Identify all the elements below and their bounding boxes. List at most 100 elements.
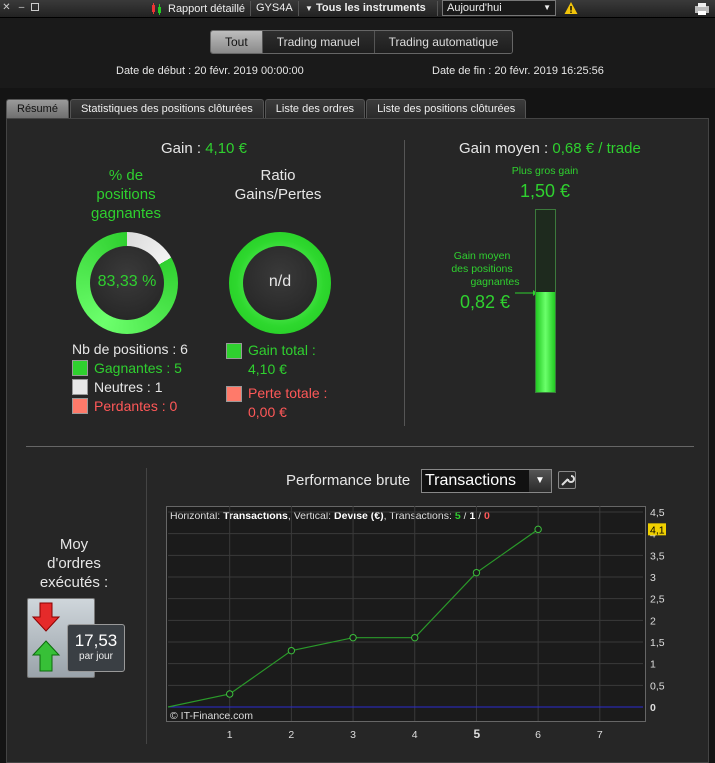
filter-auto-button[interactable]: Trading automatique xyxy=(373,31,513,53)
instruments-dropdown[interactable]: ▼ Tous les instruments xyxy=(305,2,426,14)
win-pct-label-line: positions xyxy=(96,186,156,203)
wrench-icon[interactable] xyxy=(558,471,576,489)
chart-header-part: 5 xyxy=(454,510,461,522)
tab-closed-position-stats[interactable]: Statistiques des positions clôturées xyxy=(69,99,264,119)
start-date-value: 20 févr. 2019 00:00:00 xyxy=(194,65,304,77)
buy-sell-arrows-icon xyxy=(31,602,61,672)
chart-header-part: Transactions xyxy=(223,510,288,522)
ratio-label-line: Gains/Pertes xyxy=(234,186,322,203)
current-value-marker xyxy=(648,523,666,536)
end-date-label: Date de fin : xyxy=(432,65,492,77)
symbol-label[interactable]: GYS4A xyxy=(256,2,293,14)
minimize-icon[interactable]: – xyxy=(18,2,25,13)
win-pct-label: % de positions gagnantes xyxy=(72,166,180,223)
x-tick-label: 3 xyxy=(350,729,356,741)
orders-rate-unit: par jour xyxy=(79,651,113,662)
data-point xyxy=(349,633,357,642)
filter-manual-button[interactable]: Trading manuel xyxy=(261,31,374,53)
total-loss: Perte totale : 0,00 € xyxy=(226,384,327,422)
neutral-line: Neutres : 1 xyxy=(72,379,162,395)
chart-header-part: / xyxy=(460,510,470,522)
candlestick-icon xyxy=(152,3,161,15)
avg-gain-title: Gain moyen : 0,68 € / trade xyxy=(459,140,641,157)
orders-rate-value: 17,53 xyxy=(74,631,118,650)
filter-all-button[interactable]: Tout xyxy=(211,31,262,53)
chevron-down-icon: ▼ xyxy=(529,470,551,492)
y-tick-label: 3,5 xyxy=(650,550,665,562)
chart-header-part: Horizontal: xyxy=(170,510,221,522)
trading-mode-filter: Tout Trading manuel Trading automatique xyxy=(210,30,514,54)
losers-swatch xyxy=(72,398,88,414)
y-tick-label: 0 xyxy=(650,702,656,714)
total-gain-value: 4,10 € xyxy=(248,361,287,377)
ratio-donut: n/d xyxy=(229,232,331,334)
winners-line: Gagnantes : 5 xyxy=(72,360,182,376)
total-loss-text: Perte totale : 0,00 € xyxy=(248,384,327,422)
avg-orders-label: Moy d'ordres exécutés : xyxy=(26,535,122,592)
nb-positions-label: Nb de positions : 6 xyxy=(72,341,188,357)
gain-title: Gain : 4,10 € xyxy=(161,140,247,157)
biggest-gain-label: Plus gros gain xyxy=(511,165,579,177)
chevron-down-icon: ▼ xyxy=(543,3,551,12)
data-point xyxy=(225,690,234,698)
dropdown-arrow-icon: ▼ xyxy=(305,4,313,13)
y-tick-label: 1 xyxy=(650,659,656,671)
x-tick-label: 1 xyxy=(227,729,233,741)
nb-positions: Nb de positions : 6 xyxy=(72,341,188,357)
gain-gauge-fill xyxy=(536,292,555,392)
avg-winning-label-line: Gain moyen xyxy=(453,250,511,262)
y-tick-label: 3 xyxy=(650,572,656,584)
avg-winning-label-line: des positions xyxy=(451,263,513,275)
neutral-label: Neutres : 1 xyxy=(94,379,163,395)
performance-select[interactable]: Transactions ▼ xyxy=(421,469,552,493)
maximize-icon[interactable] xyxy=(31,3,39,11)
print-icon[interactable] xyxy=(693,2,711,16)
performance-chart xyxy=(166,506,646,722)
tab-summary[interactable]: Résumé xyxy=(6,99,69,119)
winners-swatch xyxy=(72,360,88,376)
chart-header-part: Devise (€) xyxy=(334,510,384,522)
chart-header-part: , Transactions: xyxy=(383,510,452,522)
chart-header-part: 0 xyxy=(484,510,490,522)
neutral-swatch xyxy=(72,379,88,395)
losers-label: Perdantes : 0 xyxy=(94,398,178,414)
y-tick-label: 4,5 xyxy=(650,507,665,519)
tab-closed-position-list[interactable]: Liste des positions clôturées xyxy=(366,99,527,119)
start-date-label: Date de début : xyxy=(116,65,192,77)
data-point xyxy=(287,646,296,655)
gain-gauge xyxy=(535,209,556,393)
donut-center: n/d xyxy=(243,246,317,320)
total-loss-swatch xyxy=(226,386,242,402)
warning-icon[interactable] xyxy=(564,1,578,15)
total-loss-label: Perte totale : xyxy=(248,385,328,401)
chart-header-part: 1 xyxy=(469,510,476,522)
x-tick-label: 5 xyxy=(473,727,480,741)
section-divider xyxy=(26,446,694,447)
total-gain-label: Gain total : xyxy=(248,342,316,358)
biggest-gain-value: 1,50 € xyxy=(519,181,571,201)
title-bar: ✕ – Rapport détaillé GYS4A ▼ Tous les in… xyxy=(0,0,715,18)
avg-orders-label-line: Moy xyxy=(59,536,89,553)
total-gain: Gain total : 4,10 € xyxy=(226,341,316,379)
performance-title: Performance brute xyxy=(286,472,411,489)
y-tick-label: 2 xyxy=(650,615,656,627)
avg-gain-label: Gain moyen : xyxy=(459,140,549,157)
separator xyxy=(250,1,251,16)
tab-order-list[interactable]: Liste des ordres xyxy=(264,99,366,119)
avg-winning-label-line: gagnantes xyxy=(470,276,520,288)
avg-orders-label-line: exécutés : xyxy=(39,574,109,591)
x-tick-label: 6 xyxy=(535,729,541,741)
losers-line: Perdantes : 0 xyxy=(72,398,177,414)
winners-label: Gagnantes : 5 xyxy=(94,360,182,376)
close-icon[interactable]: ✕ xyxy=(2,2,11,13)
win-pct-value: 83,33 % xyxy=(97,273,157,290)
separator xyxy=(437,1,438,16)
period-select[interactable]: Aujourd'hui ▼ xyxy=(442,0,556,16)
win-pct-donut: 83,33 % xyxy=(76,232,178,334)
x-tick-label: 7 xyxy=(597,729,603,741)
y-tick-label: 0,5 xyxy=(650,680,665,692)
start-date: Date de début : 20 févr. 2019 00:00:00 xyxy=(116,65,304,77)
end-date-value: 20 févr. 2019 16:25:56 xyxy=(494,65,604,77)
report-button[interactable]: Rapport détaillé xyxy=(150,1,245,17)
y-tick-label: 1,5 xyxy=(650,637,665,649)
